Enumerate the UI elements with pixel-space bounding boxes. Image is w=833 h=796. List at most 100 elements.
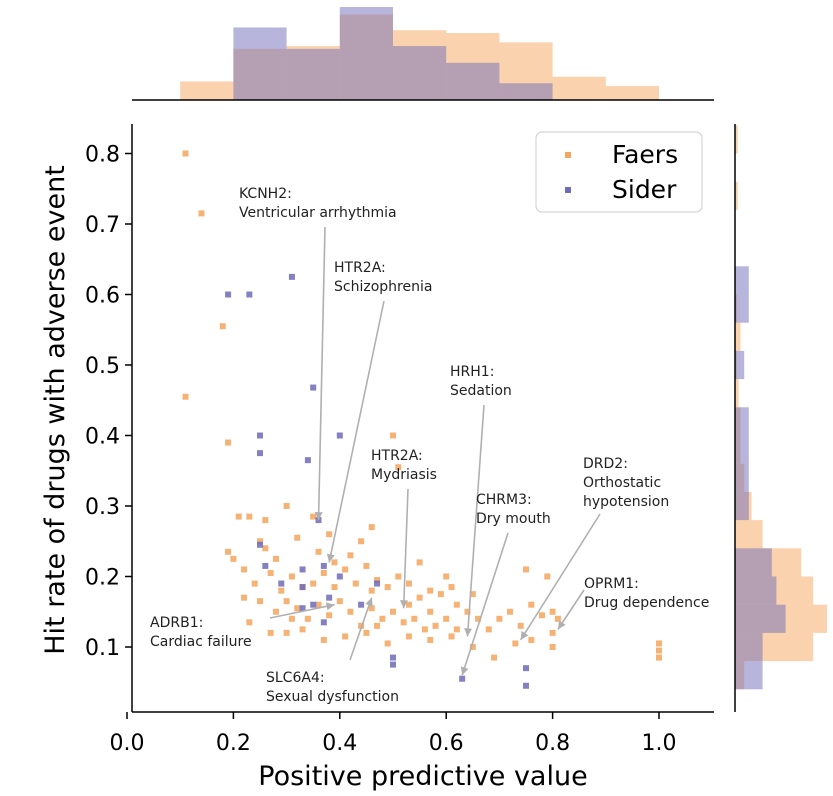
point-faers [400, 619, 407, 626]
point-faers [182, 393, 189, 400]
point-faers [315, 601, 322, 608]
marginal-y-bar-sider [735, 632, 763, 662]
point-sider [225, 291, 232, 298]
annotation-arrow [402, 488, 409, 609]
point-faers [294, 534, 301, 541]
marginal-y-bar-sider [735, 350, 745, 380]
point-faers [299, 626, 306, 633]
point-sider [336, 432, 343, 439]
x-axis-ticks: 0.0 0.2 0.4 0.6 0.8 1.0 [110, 712, 677, 756]
point-sider [390, 654, 396, 661]
marginal-x-bar-sider [339, 7, 393, 100]
point-sider [336, 573, 343, 580]
point-faers [379, 615, 386, 622]
marginal-y-bar-sider [735, 491, 749, 521]
point-sider [299, 566, 306, 573]
marginal-x-bar-sider [499, 83, 553, 100]
marginal-y-bar-faers [735, 379, 739, 408]
point-faers [512, 640, 519, 647]
y-tick-label: 0.3 [85, 495, 120, 520]
point-faers [251, 580, 258, 587]
annotation-label: CHRM3: [476, 492, 532, 508]
annotation-arrowhead [325, 602, 335, 611]
annotation-label: Ventricular arrhythmia [239, 205, 397, 221]
point-faers [405, 633, 412, 640]
annotation-arrowhead [314, 512, 323, 521]
marginal-y-bar-sider [735, 407, 749, 436]
point-sider [257, 450, 263, 457]
marginal-x-bar-faers [605, 86, 659, 100]
legend: Faers Sider [535, 131, 703, 213]
legend-label-faers: Faers [612, 140, 678, 169]
x-tick-label: 0.2 [216, 731, 251, 756]
annotation-arrow [466, 404, 485, 637]
point-faers [374, 577, 381, 584]
point-sider [326, 594, 333, 601]
point-faers [283, 598, 290, 605]
point-faers [262, 545, 269, 552]
annotation: DRD2: Orthostatic hypotension [520, 456, 669, 641]
y-tick-label: 0.7 [85, 213, 120, 238]
marginal-x-bar-faers [552, 76, 606, 100]
point-sider [374, 580, 381, 587]
point-faers [352, 580, 359, 587]
annotation-arrowhead [464, 628, 473, 637]
point-faers [219, 323, 226, 330]
point-faers [390, 608, 396, 615]
legend-marker-faers [565, 152, 571, 158]
point-faers [326, 612, 333, 619]
annotation-arrow [328, 300, 385, 563]
legend-marker-sider [565, 187, 571, 193]
point-sider [304, 457, 311, 464]
point-faers [230, 555, 237, 562]
annotation-arrowhead [365, 597, 373, 607]
point-faers [288, 615, 295, 622]
point-faers [544, 573, 551, 580]
point-sider [288, 273, 295, 280]
annotation-arrow [461, 532, 509, 676]
point-sider [390, 661, 396, 668]
annotation-arrow [349, 597, 373, 661]
point-faers [443, 573, 450, 580]
point-faers [225, 439, 232, 446]
point-faers [538, 612, 545, 619]
point-sider [320, 619, 327, 626]
point-faers [384, 640, 391, 647]
point-faers [331, 559, 338, 566]
point-faers [517, 622, 524, 629]
point-faers [315, 548, 322, 555]
y-tick-label: 0.1 [85, 636, 120, 661]
annotation-label: SLC6A4: [266, 670, 325, 686]
point-faers [368, 587, 375, 594]
point-faers [368, 605, 375, 612]
annotation-label: Sexual dysfunction [266, 689, 399, 705]
marginal-y-bar-sider [735, 604, 786, 633]
point-faers [464, 608, 471, 615]
scatter-points [182, 150, 662, 689]
point-faers [262, 517, 269, 524]
point-sider [299, 584, 306, 591]
point-sider [299, 605, 306, 612]
legend-box [535, 131, 703, 213]
annotation-label: HTR2A: [371, 448, 423, 464]
annotation-label: Drug dependence [584, 595, 709, 611]
point-faers [528, 601, 535, 608]
annotation-label: DRD2: [583, 456, 628, 472]
point-sider [246, 291, 253, 298]
y-tick-label: 0.6 [85, 284, 120, 309]
marginal-y-bar-sider [735, 266, 749, 295]
point-faers [288, 573, 295, 580]
marginal-y-bar-sider [735, 548, 772, 577]
annotation: HTR2A: Mydriasis [371, 448, 437, 609]
point-faers [384, 584, 391, 591]
point-sider [523, 665, 529, 672]
annotation-arrow [269, 603, 335, 619]
point-faers [368, 524, 375, 531]
annotation: KCNH2: Ventricular arrhythmia [239, 186, 397, 521]
y-tick-label: 0.8 [85, 143, 120, 168]
point-faers [427, 636, 434, 643]
point-faers [549, 629, 556, 636]
annotation-arrowhead [399, 600, 408, 609]
point-faers [363, 629, 370, 636]
